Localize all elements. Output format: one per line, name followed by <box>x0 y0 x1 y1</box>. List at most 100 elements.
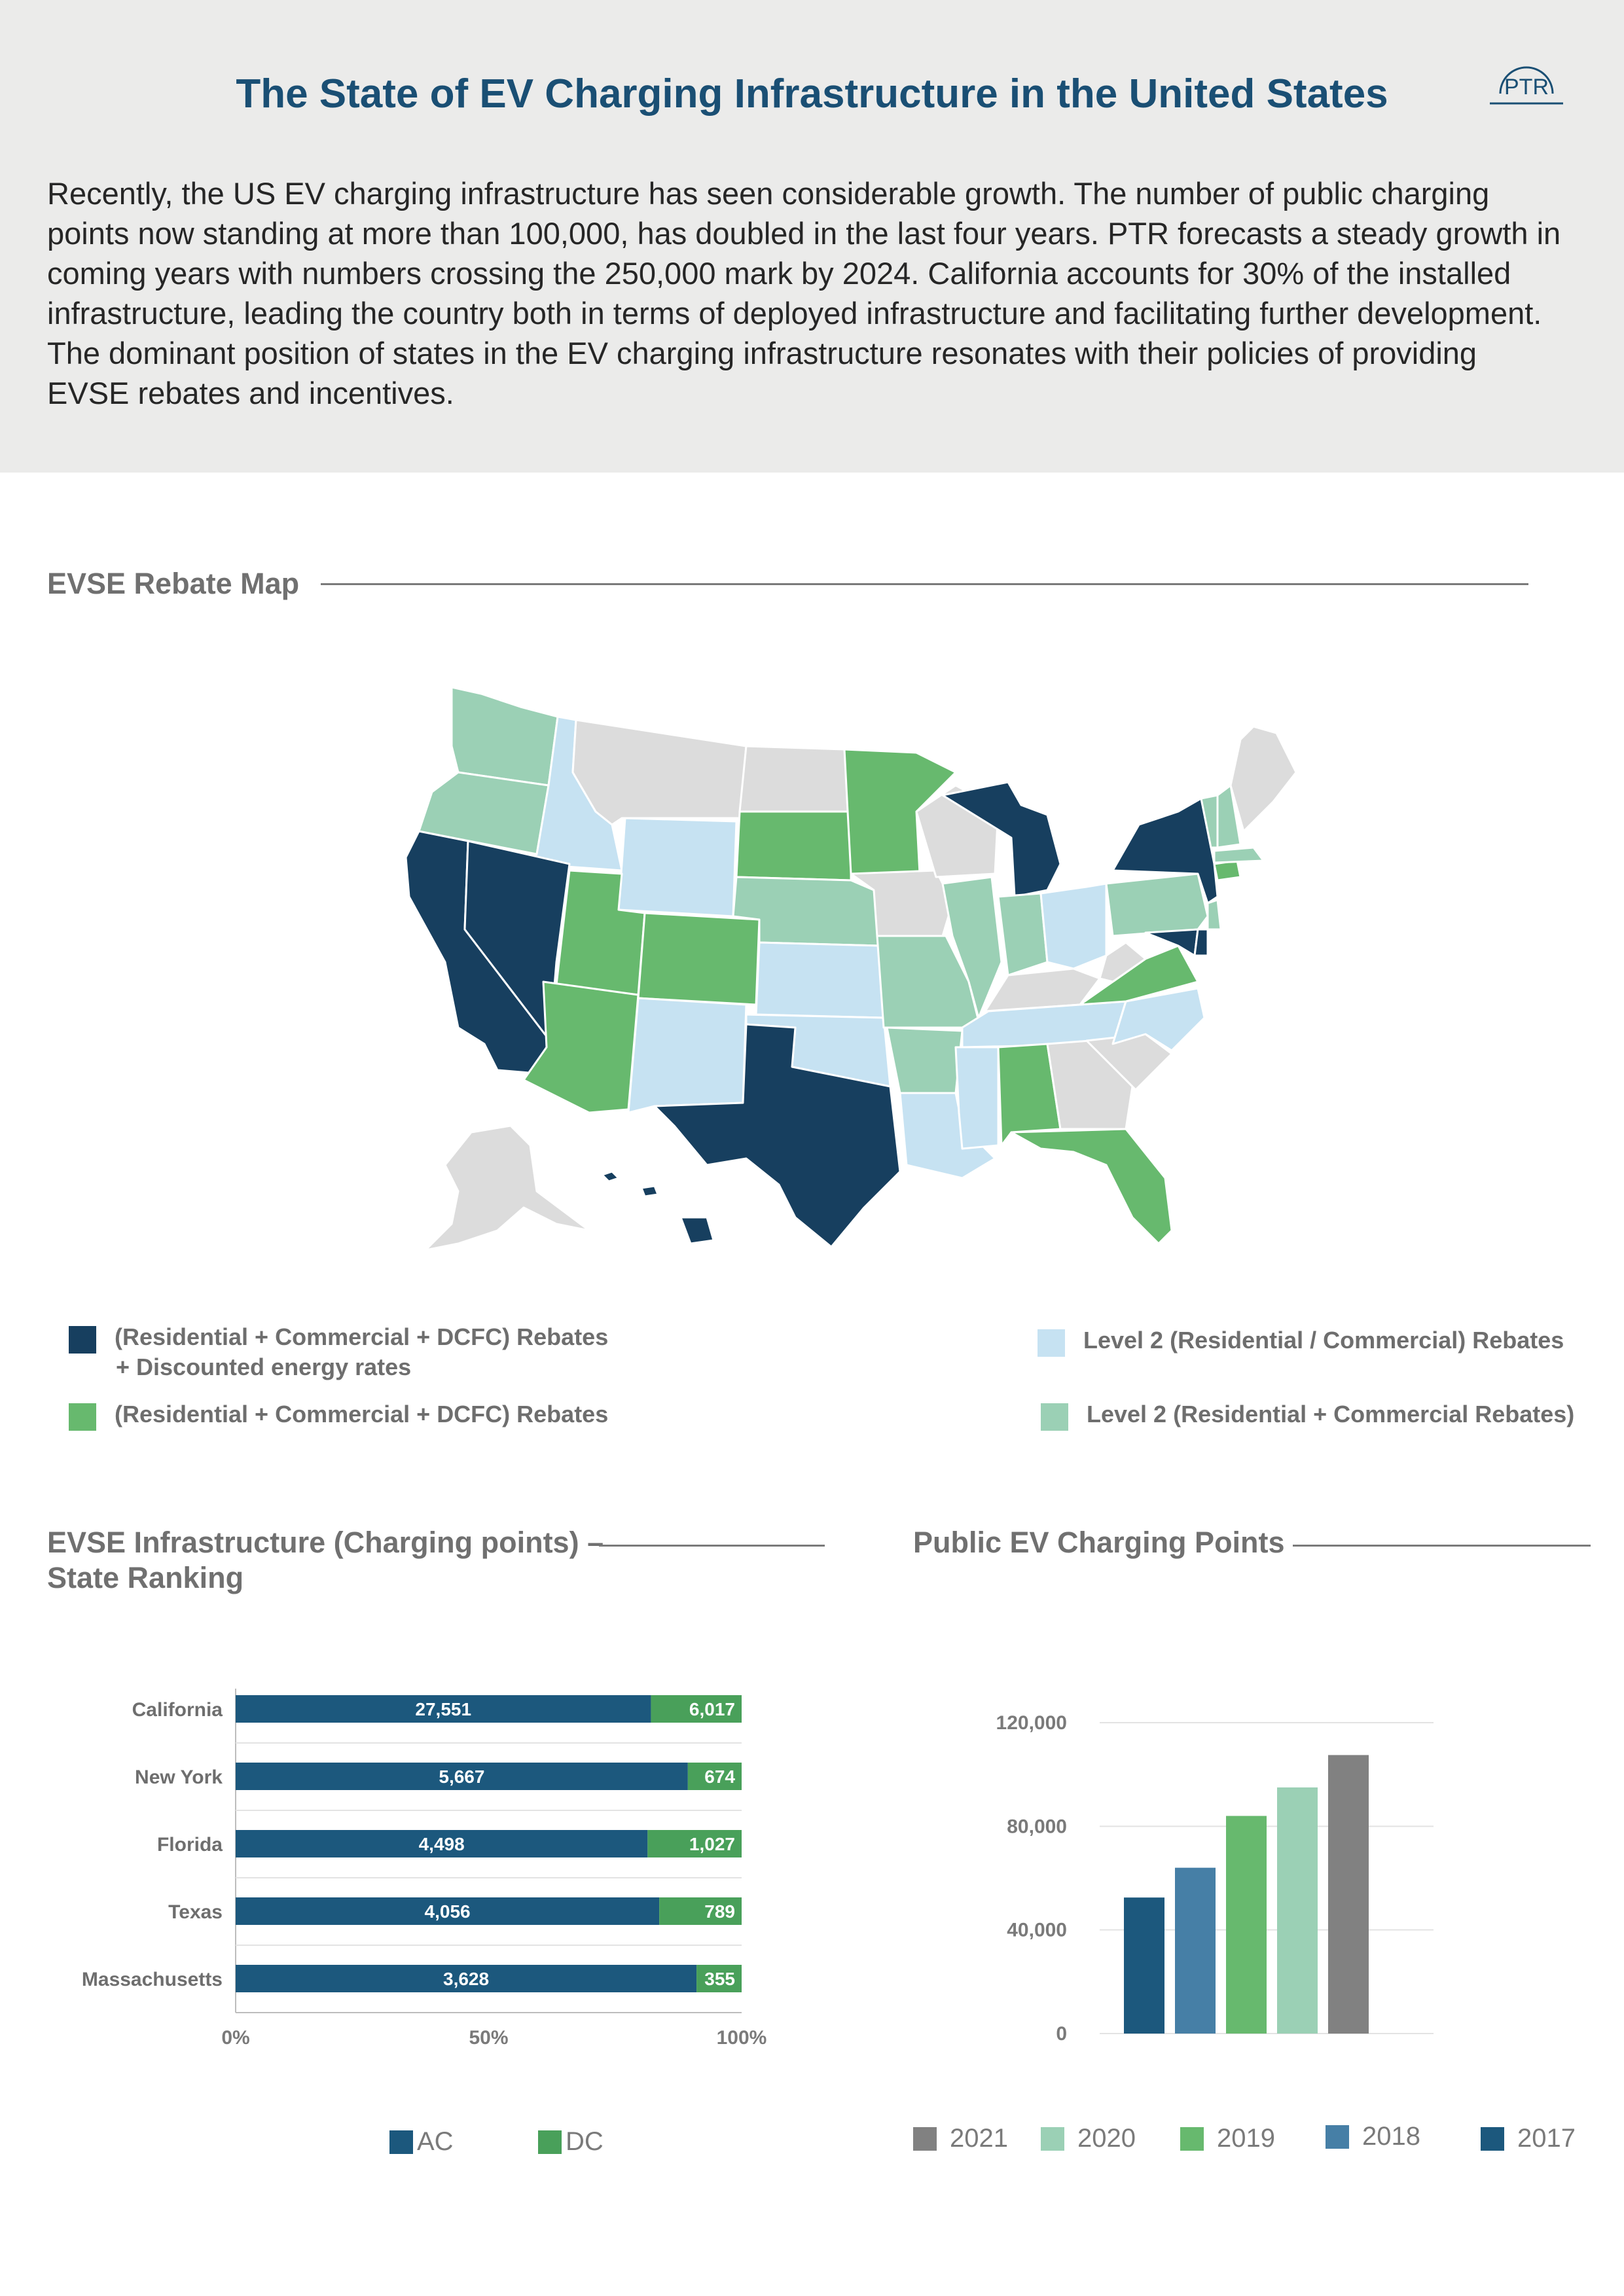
x-tick-label: 100% <box>717 2027 767 2049</box>
y-tick-label: 120,000 <box>996 1712 1067 1734</box>
category-label: Massachusetts <box>82 1969 223 1990</box>
legend-swatch-ac <box>389 2130 413 2154</box>
bar-ac <box>236 1897 660 1925</box>
map-legend-item-2: Level 2 (Residential / Commercial) Rebat… <box>1038 1325 1564 1357</box>
data-label-ac: 4,498 <box>419 1834 465 1854</box>
state-west-virginia <box>1098 941 1147 983</box>
bar-dc <box>687 1763 742 1790</box>
x-tick-label: 50% <box>469 2027 508 2049</box>
state-mississippi <box>954 1046 1000 1150</box>
us-rebate-map <box>405 686 1297 1251</box>
bar-dc <box>659 1897 742 1925</box>
state-new-hampshire <box>1216 784 1242 849</box>
category-label: New York <box>135 1767 223 1788</box>
data-label-dc: 674 <box>704 1767 735 1787</box>
legend-label-2021: 2021 <box>950 2124 1008 2153</box>
legend-2018: 2018 <box>1326 2122 1420 2151</box>
bar-dc <box>696 1965 742 1992</box>
legend-2017: 2017 <box>1481 2124 1576 2153</box>
public-section-rule <box>1293 1545 1591 1547</box>
state-georgia <box>1046 1039 1134 1130</box>
state-pennsylvania <box>1105 872 1209 937</box>
state-massachusetts <box>1213 846 1265 864</box>
state-louisiana <box>899 1092 996 1179</box>
legend-swatch-2020 <box>1041 2126 1064 2151</box>
data-label-dc: 1,027 <box>689 1834 735 1854</box>
header-panel <box>0 0 1624 473</box>
legend-swatch <box>69 1403 96 1431</box>
legend-label-2017: 2017 <box>1517 2124 1576 2153</box>
state-hawaii <box>601 1170 715 1245</box>
legend-swatch <box>1041 1403 1068 1431</box>
state-new-jersey <box>1206 899 1222 931</box>
data-label-ac: 5,667 <box>439 1767 484 1787</box>
legend-label-dc: DC <box>566 2127 604 2156</box>
ranking-title-line2: State Ranking <box>47 1561 244 1594</box>
legend-2020: 2020 <box>1041 2124 1136 2153</box>
state-delaware <box>1193 928 1209 957</box>
state-maine <box>1229 725 1297 833</box>
public-section-title: Public EV Charging Points <box>913 1526 1285 1559</box>
legend-ac: AC <box>389 2127 454 2157</box>
y-tick-label: 80,000 <box>1007 1816 1067 1837</box>
legend-label-2020: 2020 <box>1077 2124 1136 2153</box>
state-washington <box>450 686 559 787</box>
logo-text: PTR <box>1504 75 1549 99</box>
column-2017 <box>1124 1897 1164 2034</box>
map-legend-item-3: (Residential + Commercial + DCFC) Rebate… <box>69 1399 608 1431</box>
legend-swatch-dc <box>538 2130 562 2154</box>
legend-2019: 2019 <box>1180 2124 1275 2153</box>
data-label-dc: 789 <box>704 1901 735 1922</box>
state-colorado <box>637 912 761 1006</box>
legend-swatch-2021 <box>913 2126 937 2151</box>
state-north-dakota <box>738 745 852 813</box>
state-kansas <box>755 941 885 1019</box>
public-charging-points-chart: 0 40,000 80,000 120,000 <box>996 1712 1434 2045</box>
data-label-ac: 3,628 <box>443 1969 489 1989</box>
state-alaska <box>424 1124 590 1251</box>
legend-swatch <box>69 1326 96 1354</box>
map-section-rule <box>321 583 1528 585</box>
category-label: Texas <box>168 1901 223 1923</box>
column-2018 <box>1175 1867 1216 2034</box>
column-2019 <box>1226 1816 1267 2034</box>
x-tick-label: 0% <box>221 2027 249 2049</box>
map-section-title: EVSE Rebate Map <box>47 567 300 600</box>
category-label: California <box>132 1699 223 1721</box>
legend-swatch-2018 <box>1326 2125 1349 2149</box>
data-label-ac: 27,551 <box>415 1699 471 1719</box>
legend-label-ac: AC <box>417 2127 454 2156</box>
legend-swatch-2019 <box>1180 2126 1204 2151</box>
column-2020 <box>1277 1787 1318 2034</box>
state-florida <box>1010 1128 1173 1245</box>
column-2021 <box>1328 1755 1369 2034</box>
legend-label-2018: 2018 <box>1362 2122 1420 2151</box>
ptr-logo: PTR <box>1490 66 1563 105</box>
bar-dc <box>647 1830 742 1857</box>
ranking-section-rule <box>599 1545 825 1547</box>
bar-ac <box>236 1763 688 1790</box>
state-south-dakota <box>735 810 852 882</box>
legend-label: Level 2 (Residential / Commercial) Rebat… <box>1083 1327 1564 1354</box>
legend-label-continued: + Discounted energy rates <box>116 1354 412 1380</box>
legend-label: (Residential + Commercial + DCFC) Rebate… <box>115 1401 609 1427</box>
data-label-dc: 355 <box>704 1969 735 1989</box>
map-legend-item-4: Level 2 (Residential + Commercial Rebate… <box>1041 1399 1574 1431</box>
legend-label: (Residential + Commercial + DCFC) Rebate… <box>115 1323 609 1350</box>
legend-2021: 2021 <box>913 2124 1008 2153</box>
map-legend-item-1: (Residential + Commercial + DCFC) Rebate… <box>69 1322 608 1382</box>
state-connecticut <box>1213 859 1242 882</box>
legend-label: Level 2 (Residential + Commercial Rebate… <box>1087 1401 1575 1427</box>
legend-swatch <box>1038 1329 1065 1357</box>
state-indiana <box>997 892 1049 977</box>
bar-ac <box>236 1830 648 1857</box>
ranking-title-line1: EVSE Infrastructure (Charging points) – <box>47 1526 604 1559</box>
state-arkansas <box>886 1026 964 1094</box>
bar-dc <box>651 1695 742 1723</box>
data-label-dc: 6,017 <box>689 1699 735 1719</box>
y-tick-label: 40,000 <box>1007 1920 1067 1941</box>
data-label-ac: 4,056 <box>425 1901 471 1922</box>
legend-swatch-2017 <box>1481 2126 1504 2151</box>
intro-paragraph: Recently, the US EV charging infrastruct… <box>47 176 1561 410</box>
state-montana <box>571 719 748 826</box>
